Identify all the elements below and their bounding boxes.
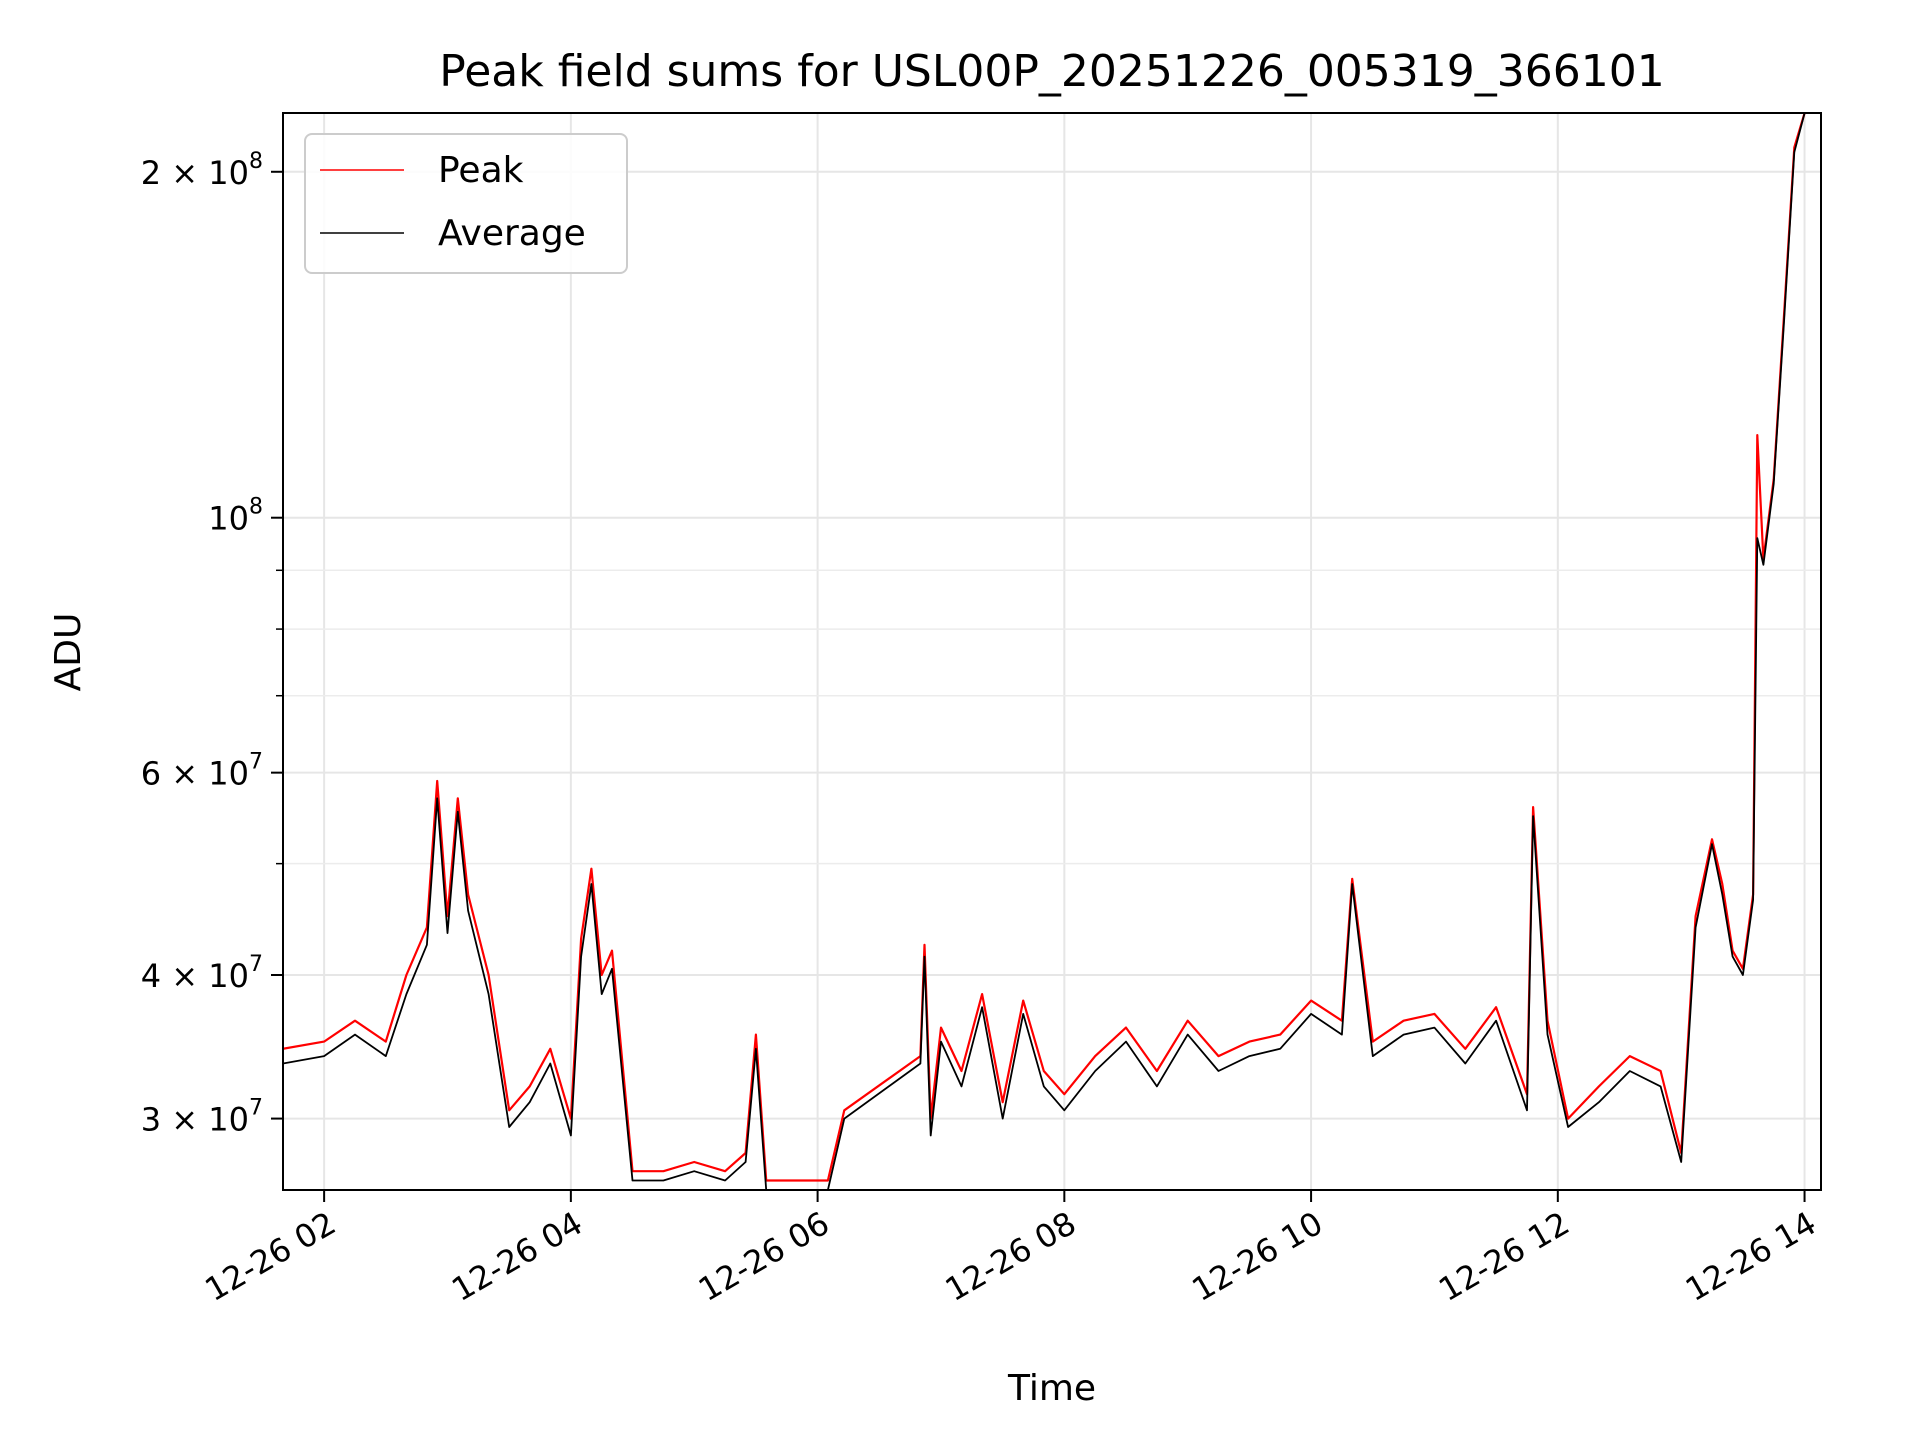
- chart-title: Peak field sums for USL00P_20251226_0053…: [439, 46, 1665, 97]
- x-axis-label: Time: [1007, 1368, 1096, 1409]
- y-tick-label: 4 × 107: [141, 952, 263, 995]
- legend: Peak Average: [304, 133, 628, 274]
- y-tick-base: 2 × 10: [141, 154, 249, 192]
- y-tick-exponent: 7: [249, 1096, 263, 1121]
- y-tick-exponent: 7: [249, 750, 263, 775]
- y-tick-label: 6 × 107: [141, 750, 263, 793]
- legend-label-average: Average: [438, 213, 586, 254]
- y-axis-label: ADU: [48, 613, 89, 692]
- y-tick-label: 3 × 107: [141, 1096, 263, 1139]
- legend-label-peak: Peak: [438, 150, 524, 191]
- y-tick-exponent: 7: [249, 952, 263, 977]
- y-tick-base: 6 × 10: [141, 755, 249, 793]
- series-lines: [283, 113, 1806, 1190]
- grid: [283, 113, 1821, 1190]
- y-tick-label: 108: [208, 495, 263, 538]
- y-tick-base: 10: [208, 500, 249, 538]
- y-tick-exponent: 8: [249, 149, 263, 174]
- legend-box: [304, 133, 628, 274]
- y-tick-base: 4 × 10: [141, 957, 249, 995]
- series-line-average: [283, 113, 1806, 1190]
- plot-area-frame: [282, 112, 1822, 1191]
- y-tick-label: 2 × 108: [141, 149, 263, 192]
- y-tick-exponent: 8: [249, 495, 263, 520]
- y-tick-base: 3 × 10: [141, 1101, 249, 1139]
- series-line-peak: [283, 113, 1806, 1182]
